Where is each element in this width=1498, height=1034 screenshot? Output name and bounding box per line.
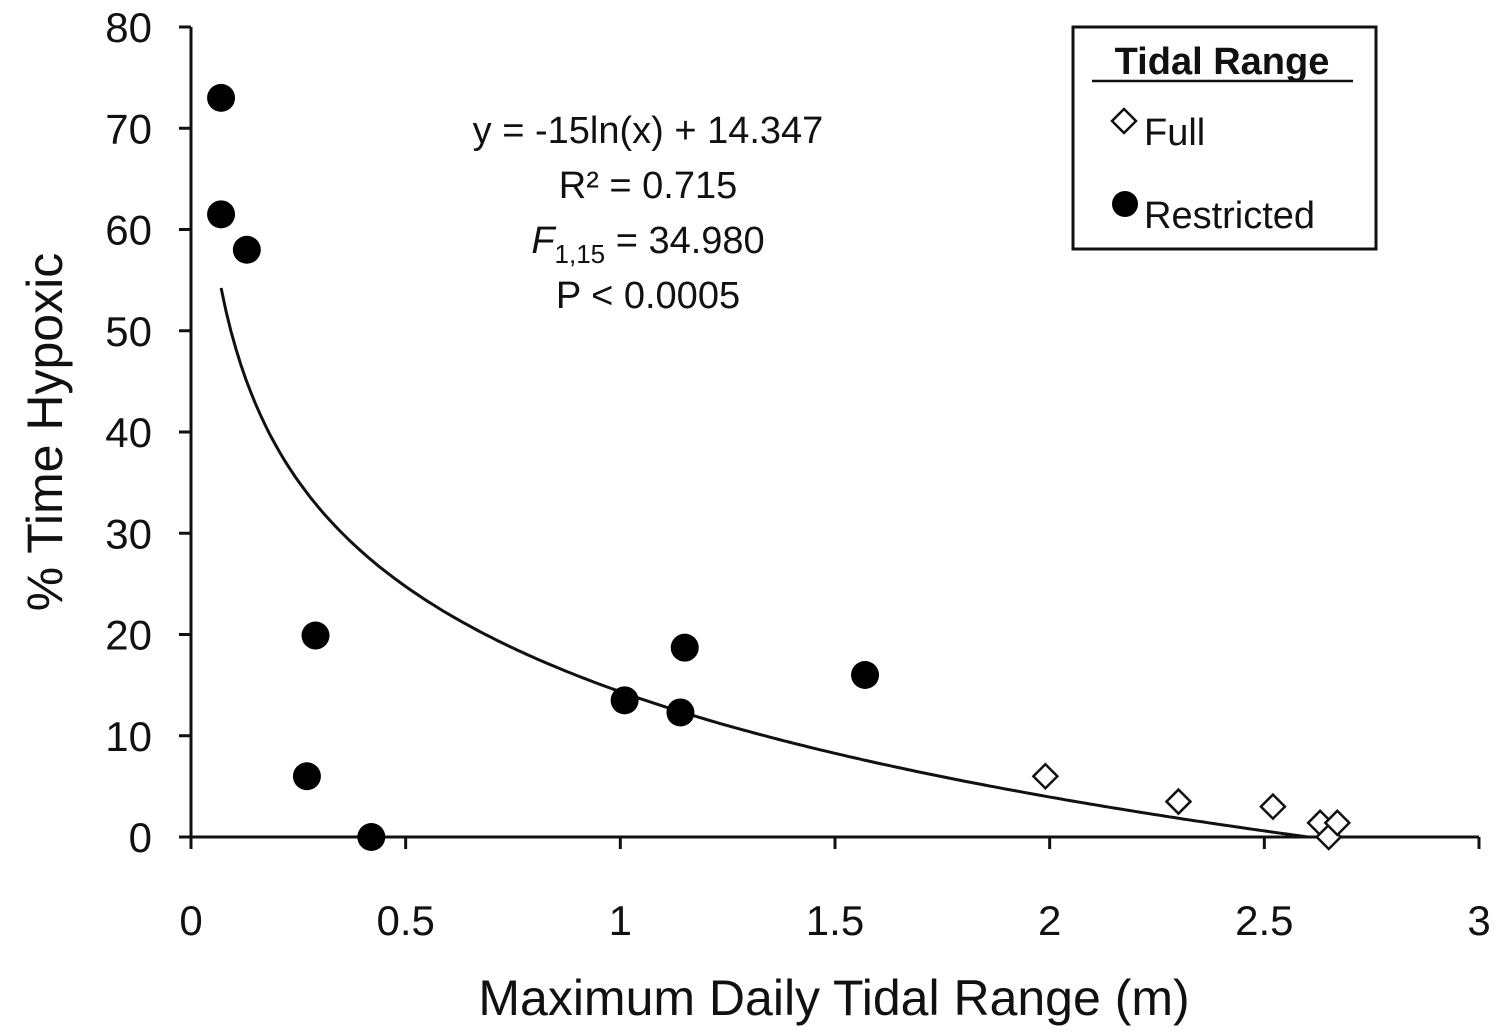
trendline xyxy=(219,287,1308,839)
restricted-point xyxy=(207,200,236,229)
axes xyxy=(179,25,1481,849)
x-tick-labels: 0 0.5 1 1.5 2 2.5 3 xyxy=(179,897,1490,944)
fit-r-squared: R² = 0.715 xyxy=(559,165,738,207)
f-subscript: 1,15 xyxy=(555,239,606,269)
x-tick-label: 0 xyxy=(179,897,202,944)
fit-f-statistic: F1,15 = 34.980 xyxy=(531,220,764,269)
restricted-point xyxy=(357,823,386,851)
x-tick-label: 2.5 xyxy=(1235,897,1293,944)
fit-p-value: P < 0.0005 xyxy=(556,275,740,317)
f-symbol: F xyxy=(531,220,556,262)
restricted-point xyxy=(207,83,236,112)
full-point xyxy=(1323,809,1352,837)
full-point xyxy=(1031,762,1060,791)
y-tick-label: 80 xyxy=(105,4,152,51)
restricted-point xyxy=(301,621,330,650)
restricted-point xyxy=(610,686,639,715)
x-tick-label: 3 xyxy=(1467,897,1490,944)
y-axis-title: % Time Hypoxic xyxy=(17,253,73,611)
y-tick-label: 0 xyxy=(129,814,152,861)
fit-equation: y = -15ln(x) + 14.347 xyxy=(473,110,824,152)
y-tick-label: 70 xyxy=(105,105,152,152)
full-point xyxy=(1259,792,1287,821)
y-tick-label: 20 xyxy=(105,612,152,659)
x-tick-label: 1 xyxy=(609,897,632,944)
x-axis-title: Maximum Daily Tidal Range (m) xyxy=(478,970,1189,1026)
y-tick-label: 30 xyxy=(105,510,152,557)
legend-diamond-icon xyxy=(1110,107,1138,135)
y-tick-labels: 0 10 20 30 40 50 60 70 80 xyxy=(105,4,152,861)
legend-title: Tidal Range xyxy=(1115,41,1330,83)
y-tick-label: 10 xyxy=(105,713,152,760)
legend-circle-icon xyxy=(1112,191,1138,217)
x-tick-label: 1.5 xyxy=(806,897,864,944)
x-tick-label: 2 xyxy=(1038,897,1061,944)
restricted-point xyxy=(292,762,321,791)
legend-label-full: Full xyxy=(1144,112,1205,154)
restricted-point xyxy=(670,633,699,662)
restricted-point xyxy=(232,235,261,264)
restricted-point xyxy=(666,698,695,727)
f-value: = 34.980 xyxy=(605,220,765,262)
data-points xyxy=(207,83,1352,851)
full-point xyxy=(1164,787,1193,816)
y-tick-label: 40 xyxy=(105,409,152,456)
fit-annotation: y = -15ln(x) + 14.347 R² = 0.715 F1,15 =… xyxy=(473,110,824,317)
restricted-point xyxy=(851,661,880,689)
y-tick-label: 50 xyxy=(105,308,152,355)
x-tick-label: 0.5 xyxy=(376,897,434,944)
legend: Tidal Range Full Restricted xyxy=(1071,25,1378,251)
legend-label-restricted: Restricted xyxy=(1144,195,1315,237)
y-tick-label: 60 xyxy=(105,207,152,254)
